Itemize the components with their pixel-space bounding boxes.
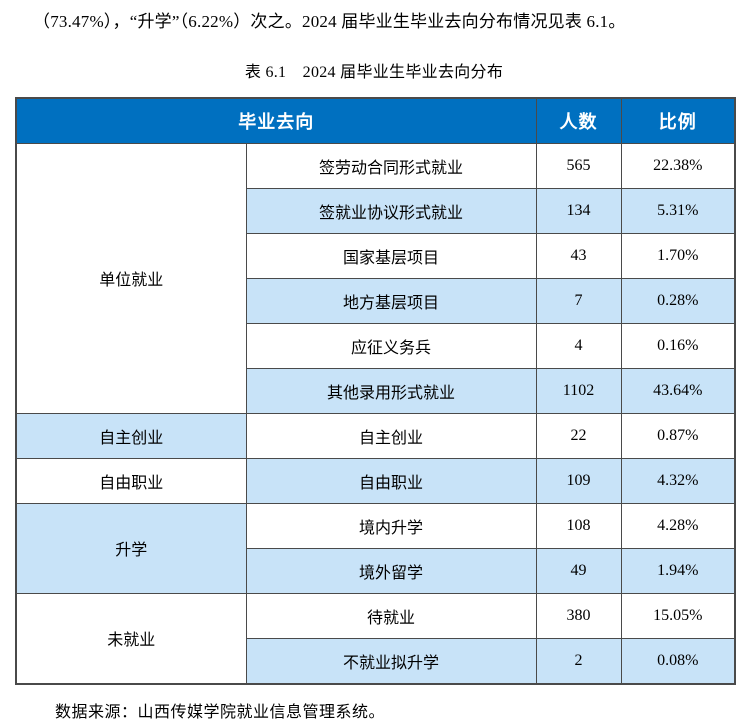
sub-cell: 境内升学 bbox=[245, 502, 537, 549]
count-cell: 565 bbox=[535, 142, 622, 189]
count-cell: 4 bbox=[535, 322, 622, 369]
sub-cell: 地方基层项目 bbox=[245, 277, 537, 324]
count-cell: 1102 bbox=[535, 367, 622, 414]
sub-cell: 自主创业 bbox=[245, 412, 537, 459]
ratio-cell: 15.05% bbox=[620, 592, 736, 639]
sub-cell: 应征义务兵 bbox=[245, 322, 537, 369]
table-row: 其他录用形式就业 1102 43.64% bbox=[16, 367, 736, 414]
ratio-cell: 4.32% bbox=[620, 457, 736, 504]
count-cell: 109 bbox=[535, 457, 622, 504]
count-cell: 2 bbox=[535, 637, 622, 685]
category-cell-unit-employment: 单位就业 bbox=[15, 142, 247, 414]
table-row: 国家基层项目 43 1.70% bbox=[16, 232, 736, 279]
category-cell-self-employment: 自主创业 bbox=[15, 412, 247, 459]
sub-cell: 签劳动合同形式就业 bbox=[245, 142, 537, 189]
table-row: 升学 境内升学 108 4.28% bbox=[15, 502, 736, 594]
sub-cell: 国家基层项目 bbox=[245, 232, 537, 279]
count-cell: 380 bbox=[535, 592, 622, 639]
count-cell: 134 bbox=[535, 187, 622, 234]
destination-table: 毕业去向 人数 比例 单位就业 签劳动合同形式就业 565 22.38% 签就业… bbox=[15, 96, 736, 685]
table-row: 自由职业 自由职业 109 4.32% bbox=[15, 457, 736, 504]
sub-cell: 自由职业 bbox=[245, 457, 537, 504]
table-caption: 表 6.1 2024 届毕业生毕业去向分布 bbox=[244, 63, 504, 81]
ratio-cell: 43.64% bbox=[620, 367, 736, 414]
count-cell: 7 bbox=[535, 277, 622, 324]
count-cell: 22 bbox=[535, 412, 622, 459]
sub-cell: 签就业协议形式就业 bbox=[245, 187, 537, 234]
ratio-cell: 1.70% bbox=[620, 232, 736, 279]
table-row: 自主创业 自主创业 22 0.87% bbox=[15, 412, 736, 459]
category-cell-unemployed: 未就业 bbox=[15, 592, 247, 685]
table-row: 单位就业 签劳动合同形式就业 565 22.38% bbox=[15, 142, 736, 414]
sub-cell: 其他录用形式就业 bbox=[245, 367, 537, 414]
ratio-cell: 0.08% bbox=[620, 637, 736, 685]
header-ratio: 比例 bbox=[620, 97, 736, 144]
sub-cell: 不就业拟升学 bbox=[245, 637, 537, 685]
count-cell: 49 bbox=[535, 547, 622, 594]
table-row: 未就业 待就业 380 15.05% bbox=[15, 592, 736, 685]
ratio-cell: 22.38% bbox=[620, 142, 736, 189]
ratio-cell: 0.16% bbox=[620, 322, 736, 369]
sub-cell: 待就业 bbox=[245, 592, 537, 639]
data-source-note: 数据来源：山西传媒学院就业信息管理系统。 bbox=[55, 703, 386, 720]
category-cell-further-study: 升学 bbox=[15, 502, 247, 594]
sub-cell: 境外留学 bbox=[245, 547, 537, 594]
count-cell: 108 bbox=[535, 502, 622, 549]
ratio-cell: 0.28% bbox=[620, 277, 736, 324]
table-row: 不就业拟升学 2 0.08% bbox=[16, 637, 736, 685]
intro-paragraph: （73.47%），“升学”（6.22%）次之。2024 届毕业生毕业去向分布情况… bbox=[33, 12, 626, 31]
ratio-cell: 1.94% bbox=[620, 547, 736, 594]
table-row: 签就业协议形式就业 134 5.31% bbox=[16, 187, 736, 234]
header-destination: 毕业去向 bbox=[15, 97, 537, 144]
header-count: 人数 bbox=[535, 97, 622, 144]
table-row: 境外留学 49 1.94% bbox=[16, 547, 736, 594]
category-cell-freelance: 自由职业 bbox=[15, 457, 247, 504]
ratio-cell: 4.28% bbox=[620, 502, 736, 549]
ratio-cell: 0.87% bbox=[620, 412, 736, 459]
table-header-row: 毕业去向 人数 比例 bbox=[15, 97, 736, 144]
count-cell: 43 bbox=[535, 232, 622, 279]
ratio-cell: 5.31% bbox=[620, 187, 736, 234]
